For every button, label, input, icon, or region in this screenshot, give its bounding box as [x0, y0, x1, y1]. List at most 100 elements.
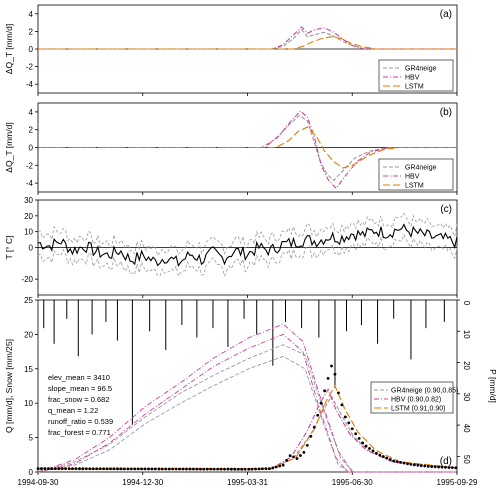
observed-point: [285, 459, 289, 462]
observed-point: [53, 467, 57, 471]
observed-point: [147, 467, 150, 471]
y-tick-label: 20: [24, 330, 33, 339]
observed-point: [136, 467, 140, 471]
observed-point: [140, 467, 143, 471]
observed-point: [288, 454, 292, 458]
y-right-tick-label: 20: [462, 361, 471, 370]
observed-point: [119, 467, 123, 471]
legend-box: [378, 158, 454, 191]
observed-point: [229, 467, 233, 471]
observed-point: [171, 467, 175, 471]
observed-point: [40, 467, 43, 470]
x-tick-label: 1994-12-30: [122, 478, 163, 487]
observed-point: [419, 464, 423, 467]
y-axis-title: T [° C]: [4, 235, 14, 259]
observed-point: [378, 453, 382, 457]
observed-point: [430, 465, 434, 469]
observed-point: [381, 455, 385, 458]
observed-point: [209, 467, 213, 471]
observed-point: [67, 467, 71, 471]
observed-point: [447, 466, 451, 469]
observed-point: [444, 465, 447, 469]
y-tick-label: 20: [24, 212, 33, 221]
legend-label: GR4neige: [405, 165, 437, 172]
panel-tag-b: (b): [440, 107, 452, 118]
observed-point: [416, 463, 420, 467]
observed-point: [167, 467, 171, 471]
observed-point: [354, 432, 358, 436]
observed-point: [333, 372, 337, 376]
observed-point: [164, 467, 168, 471]
observed-point: [174, 467, 178, 471]
observed-point: [347, 421, 351, 425]
observed-point: [413, 463, 416, 467]
observed-point: [50, 467, 54, 471]
observed-point: [88, 467, 92, 471]
observed-point: [316, 413, 320, 417]
y-tick-label: -4: [26, 80, 34, 89]
observed-point: [219, 467, 223, 471]
observed-point: [84, 467, 88, 471]
y-right-axis-title: P [mm/d]: [488, 369, 498, 403]
legend-label: LSTM: [405, 183, 424, 190]
observed-point: [150, 467, 154, 471]
legend-label: GR4neige (0.90,0.85): [391, 388, 458, 395]
y-tick-label: 30: [24, 196, 33, 205]
legend-label: LSTM: [405, 84, 424, 91]
y-tick-label: -4: [26, 179, 34, 188]
legend-label: GR4neige: [405, 66, 437, 73]
legend-label: HBV: [405, 75, 420, 82]
observed-point: [102, 467, 106, 471]
observed-point: [191, 467, 195, 471]
observed-point: [223, 467, 226, 471]
observed-point: [261, 467, 264, 471]
discharge-line-gr4neige: [38, 395, 458, 470]
x-tick-label: 1994-09-30: [18, 478, 59, 487]
panel-tag-c: (c): [440, 204, 452, 215]
observed-point: [236, 467, 240, 471]
series-line-hbv: [38, 110, 457, 190]
x-tick-label: 1995-03-31: [227, 478, 268, 487]
observed-point: [319, 401, 323, 405]
observed-point: [188, 467, 192, 471]
legend-label: LSTM (0.91,0.90): [391, 406, 445, 413]
observed-point: [454, 466, 458, 470]
observed-point: [195, 467, 199, 471]
observed-point: [178, 467, 181, 471]
observed-point: [326, 377, 330, 380]
observed-point: [126, 467, 130, 471]
observed-point: [323, 389, 327, 393]
observed-point: [81, 467, 85, 471]
y-tick-label: 10: [24, 228, 33, 237]
observed-point: [409, 463, 413, 466]
snow-line-hbv: [37, 333, 457, 473]
observed-point: [46, 467, 50, 470]
observed-point: [406, 462, 409, 466]
observed-point: [226, 467, 230, 471]
observed-point: [395, 460, 399, 464]
observed-point: [71, 467, 74, 471]
observed-point: [361, 441, 365, 445]
observed-point: [423, 464, 427, 468]
observed-point: [278, 464, 282, 468]
observed-point: [95, 467, 99, 471]
observed-point: [160, 467, 164, 471]
observed-point: [440, 465, 444, 469]
y-tick-label: 0: [29, 144, 34, 153]
observed-point: [433, 465, 437, 469]
observed-point: [375, 451, 378, 455]
observed-point: [43, 467, 47, 470]
observed-point: [74, 467, 78, 471]
observed-point: [292, 455, 295, 459]
y-tick-label: 2: [29, 126, 34, 135]
observed-point: [364, 444, 368, 448]
observed-point: [368, 447, 371, 450]
observed-point: [302, 450, 306, 454]
y-tick-label: -20: [21, 275, 33, 284]
observed-point: [116, 467, 119, 471]
snow-line-hbv: [37, 323, 457, 473]
y-tick-label: 2: [29, 27, 34, 36]
observed-point: [60, 467, 64, 471]
stats-line: frac_forest = 0.771: [48, 428, 111, 437]
